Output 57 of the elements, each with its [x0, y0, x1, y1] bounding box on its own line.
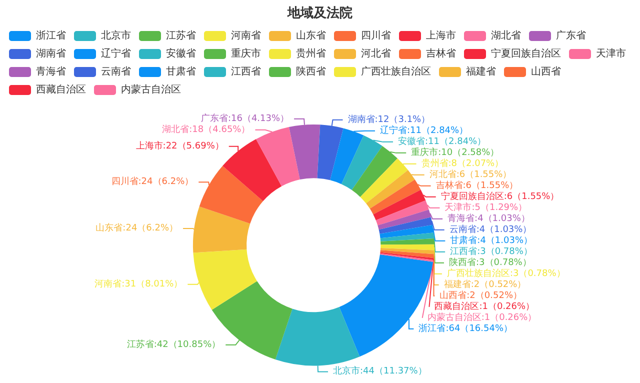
- legend-label: 北京市: [101, 30, 131, 42]
- data-label: 天津市:5（1.29%）: [444, 202, 528, 213]
- data-label: 重庆市:10（2.58%）: [411, 146, 500, 158]
- legend-label: 江苏省: [166, 30, 196, 42]
- legend-label: 天津市: [596, 48, 626, 60]
- data-label: 山西省:2（0.52%）: [440, 290, 522, 301]
- legend-label: 河南省: [231, 30, 261, 42]
- legend-label: 四川省: [361, 30, 391, 42]
- legend-label: 上海市: [426, 30, 456, 42]
- data-label: 辽宁省:11（2.84%）: [380, 124, 468, 136]
- data-label: 福建省:2（0.52%）: [444, 278, 526, 290]
- data-label: 河北省:6（1.55%）: [429, 168, 512, 180]
- legend-label: 宁夏回族自治区: [491, 48, 561, 60]
- data-label: 湖北省:18（4.65%）: [162, 124, 250, 135]
- legend-label: 贵州省: [296, 48, 326, 60]
- data-label: 上海市:22（5.69%）: [136, 140, 224, 152]
- data-label: 四川省:24（6.2%）: [111, 176, 194, 188]
- data-label: 湖南省:12（3.1%）: [348, 114, 430, 125]
- data-label: 云南省:4（1.03%）: [449, 224, 532, 235]
- data-label: 吉林省:6（1.55%）: [436, 180, 518, 191]
- data-label: 陕西省:3（0.78%）: [448, 256, 532, 268]
- legend-label: 重庆市: [231, 48, 261, 60]
- data-label: 广东省:16（4.13%）: [200, 112, 290, 124]
- legend-label: 广东省: [556, 30, 586, 42]
- legend-label: 吉林省: [426, 48, 456, 60]
- data-label: 宁夏回族自治区:6（1.55%）: [440, 190, 560, 202]
- legend-label: 辽宁省: [101, 48, 131, 60]
- data-label: 江苏省:42（10.85%）: [126, 338, 221, 350]
- legend-label: 青海省: [36, 66, 66, 78]
- data-label: 广西壮族自治区:3（0.78%）: [446, 268, 566, 279]
- legend-label: 河北省: [361, 48, 391, 60]
- legend-label: 广西壮族自治区: [361, 66, 431, 78]
- legend-label: 陕西省: [296, 66, 326, 78]
- legend-label: 内蒙古自治区: [121, 84, 181, 96]
- legend-label: 福建省: [466, 66, 496, 78]
- legend-label: 江西省: [231, 66, 261, 78]
- chart-title: 地域及法院: [286, 5, 352, 21]
- data-label: 贵州省:8（2.07%）: [421, 158, 504, 169]
- legend-label: 山西省: [531, 66, 561, 78]
- legend-label: 云南省: [101, 66, 131, 78]
- data-label: 青海省:4（1.03%）: [448, 212, 530, 224]
- legend-label: 湖南省: [36, 48, 66, 60]
- legend-label: 山东省: [296, 30, 326, 42]
- data-label: 内蒙古自治区:1（0.26%）: [427, 312, 537, 323]
- legend-label: 西藏自治区: [36, 84, 86, 96]
- data-label: 安徽省:11（2.84%）: [398, 136, 486, 147]
- data-label: 山东省:24（6.2%）: [96, 222, 178, 234]
- data-label: 浙江省:64（16.54%）: [418, 322, 513, 334]
- data-label: 北京市:44（11.37%）: [333, 366, 427, 377]
- data-label: 江西省:3（0.78%）: [450, 246, 532, 257]
- legend-label: 浙江省: [36, 30, 66, 42]
- data-label: 西藏自治区:1（0.26%）: [434, 300, 535, 312]
- data-label: 河南省:31（8.01%）: [94, 278, 183, 290]
- data-label: 甘肃省:4（1.03%）: [450, 234, 533, 246]
- legend-label: 安徽省: [166, 48, 196, 60]
- legend-label: 湖北省: [491, 30, 521, 42]
- legend-label: 甘肃省: [166, 66, 196, 78]
